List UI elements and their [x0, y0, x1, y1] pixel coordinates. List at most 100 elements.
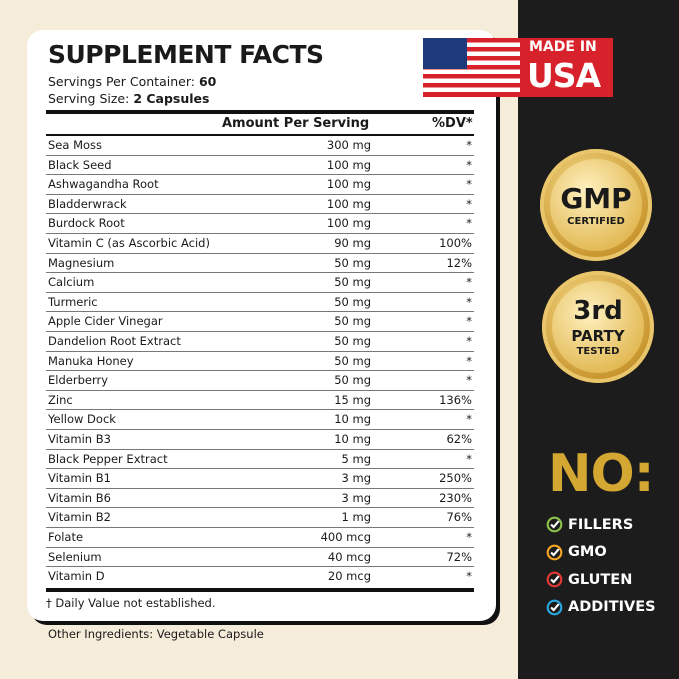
- row-amount: 400 mcg: [320, 530, 371, 544]
- row-name: Burdock Root: [48, 216, 125, 231]
- usa-line2: USA: [527, 56, 601, 95]
- row-dv: *: [466, 157, 472, 172]
- row-dv: 136%: [439, 392, 472, 407]
- row-name: Magnesium: [48, 255, 115, 270]
- no-item-label: ADDITIVES: [568, 599, 656, 615]
- no-item-label: GMO: [568, 544, 607, 560]
- row-dv: 72%: [446, 549, 472, 564]
- no-item-label: FILLERS: [568, 516, 634, 533]
- no-item: FILLERS: [546, 516, 633, 533]
- row-amount: 15 mg: [334, 392, 371, 407]
- row-amount: 100 mg: [326, 157, 371, 172]
- no-item-label: GLUTEN: [568, 571, 633, 588]
- row-dv: *: [466, 294, 472, 309]
- row-dv: *: [466, 353, 472, 368]
- supplement-facts-card: [27, 30, 496, 621]
- table-row: Magnesium 50 mg 12%: [46, 254, 474, 274]
- row-name: Turmeric: [48, 294, 98, 309]
- row-name: Sea Moss: [48, 138, 103, 152]
- row-dv: 12%: [446, 255, 472, 270]
- table-row: Sea Moss 300 mg *: [46, 136, 474, 156]
- table-row: Dandelion Root Extract 50 mg *: [46, 332, 474, 352]
- no-title: NO:: [548, 444, 655, 504]
- row-amount: 40 mcg: [327, 549, 371, 564]
- row-amount: 50 mg: [334, 373, 371, 388]
- no-item: GMO: [546, 544, 607, 561]
- table-row: Folate 400 mcg *: [46, 528, 474, 548]
- row-dv: 76%: [446, 510, 472, 525]
- row-name: Zinc: [48, 392, 73, 407]
- table-row: Zinc 15 mg 136%: [46, 391, 474, 411]
- row-amount: 50 mg: [334, 294, 371, 309]
- row-amount: 10 mg: [334, 432, 371, 446]
- divider: [46, 110, 474, 114]
- row-amount: 50 mg: [334, 314, 371, 329]
- row-dv: *: [466, 138, 472, 152]
- row-dv: *: [466, 196, 472, 211]
- row-amount: 3 mg: [341, 490, 371, 505]
- row-name: Vitamin B1: [48, 471, 111, 486]
- row-dv: *: [466, 373, 472, 388]
- table-row: Black Seed 100 mg *: [46, 156, 474, 176]
- row-dv: 100%: [439, 236, 472, 250]
- table-row: Yellow Dock 10 mg *: [46, 410, 474, 430]
- row-name: Vitamin B6: [48, 490, 111, 505]
- table-row: Ashwagandha Root 100 mg *: [46, 175, 474, 195]
- row-dv: 62%: [446, 432, 472, 446]
- row-amount: 90 mg: [334, 236, 371, 250]
- table-row: Vitamin B6 3 mg 230%: [46, 489, 474, 509]
- size-value: 2 Capsules: [133, 91, 210, 106]
- divider: [46, 588, 474, 592]
- third-main: 3rd: [573, 296, 623, 326]
- row-amount: 50 mg: [334, 334, 371, 348]
- table-row: Black Pepper Extract 5 mg *: [46, 450, 474, 470]
- row-amount: 100 mg: [326, 196, 371, 211]
- row-name: Bladderwrack: [48, 196, 127, 211]
- row-dv: *: [466, 216, 472, 231]
- row-dv: *: [466, 569, 472, 584]
- row-dv: *: [466, 275, 472, 290]
- row-dv: *: [466, 177, 472, 192]
- row-name: Vitamin C (as Ascorbic Acid): [48, 236, 210, 250]
- no-item: GLUTEN: [546, 571, 632, 588]
- table-row: Vitamin B1 3 mg 250%: [46, 469, 474, 489]
- table-row: Vitamin D 20 mcg *: [46, 567, 474, 587]
- check-circle-icon: [546, 544, 563, 560]
- row-name: Calcium: [48, 275, 95, 290]
- row-name: Vitamin B3: [48, 432, 111, 446]
- third-mid: PARTY: [571, 327, 625, 345]
- table-row: Vitamin B3 10 mg 62%: [46, 430, 474, 450]
- row-name: Vitamin B2: [48, 510, 111, 525]
- row-name: Folate: [48, 530, 84, 544]
- no-item: ADDITIVES: [546, 599, 656, 616]
- table-row: Bladderwrack 100 mg *: [46, 195, 474, 215]
- table-row: Vitamin C (as Ascorbic Acid) 90 mg 100%: [46, 234, 474, 254]
- servings-label: Servings Per Container:: [48, 74, 195, 89]
- row-name: Vitamin D: [48, 569, 105, 584]
- panel-title: SUPPLEMENT FACTS: [48, 40, 324, 69]
- row-name: Black Seed: [48, 157, 112, 172]
- col-amount-header: Amount Per Serving: [222, 116, 370, 131]
- servings-per-container: Servings Per Container: 60: [48, 74, 216, 89]
- row-name: Manuka Honey: [48, 353, 134, 368]
- usa-line1: MADE IN: [529, 39, 597, 55]
- row-name: Elderberry: [48, 373, 108, 388]
- gmp-main: GMP: [560, 182, 632, 215]
- row-name: Selenium: [48, 549, 102, 564]
- row-name: Black Pepper Extract: [48, 451, 168, 466]
- row-amount: 20 mcg: [327, 569, 371, 584]
- row-dv: 230%: [439, 490, 472, 505]
- row-amount: 5 mg: [341, 451, 371, 466]
- size-label: Serving Size:: [48, 91, 130, 106]
- table-row: Burdock Root 100 mg *: [46, 214, 474, 234]
- footnote: † Daily Value not established.: [46, 596, 216, 610]
- other-ingredients: Other Ingredients: Vegetable Capsule: [48, 627, 264, 641]
- gmp-sub: CERTIFIED: [567, 216, 625, 227]
- table-row: Elderberry 50 mg *: [46, 371, 474, 391]
- table-row: Apple Cider Vinegar 50 mg *: [46, 312, 474, 332]
- row-dv: *: [466, 314, 472, 329]
- row-dv: *: [466, 530, 472, 544]
- table-row: Selenium 40 mcg 72%: [46, 548, 474, 568]
- table-row: Vitamin B2 1 mg 76%: [46, 508, 474, 528]
- table-row: Turmeric 50 mg *: [46, 293, 474, 313]
